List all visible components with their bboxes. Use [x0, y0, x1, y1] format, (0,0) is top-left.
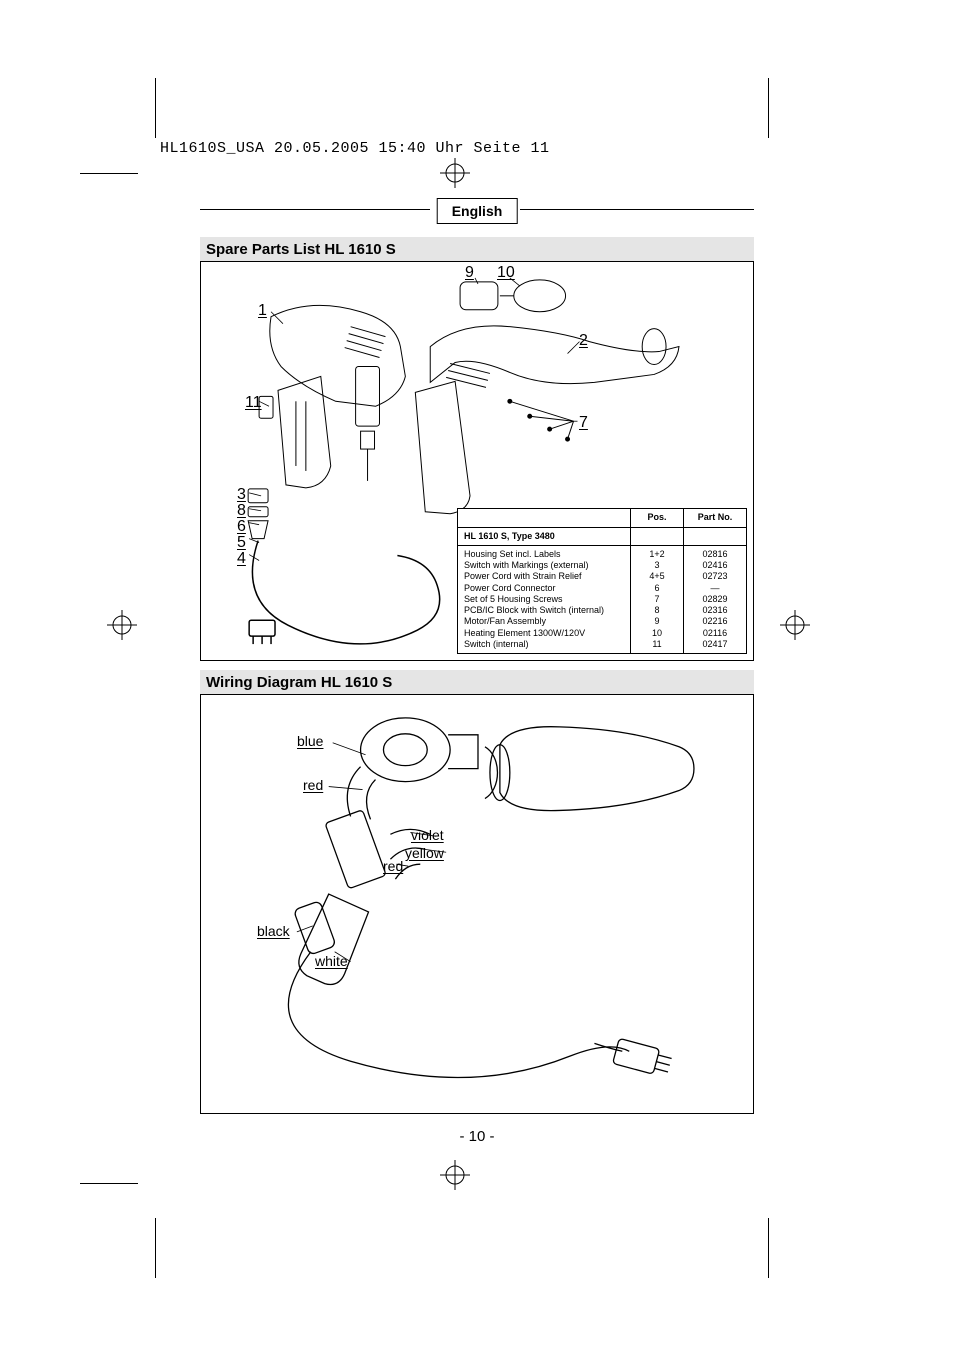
section-heading-spare-parts: Spare Parts List HL 1610 S [200, 237, 754, 262]
parts-table: Pos. Part No. HL 1610 S, Type 3480 Housi… [457, 508, 747, 654]
page: HL1610S_USA 20.05.2005 15:40 Uhr Seite 1… [0, 0, 954, 1351]
wire-label-red-2: red [383, 858, 403, 874]
callout-9: 9 [465, 264, 474, 282]
section-heading-wiring: Wiring Diagram HL 1610 S [200, 670, 754, 695]
wire-label-violet: violet [411, 827, 444, 843]
pos-cell: 1+234+567891011 [631, 545, 684, 653]
crop-mark [155, 1218, 156, 1278]
language-label: English [437, 198, 518, 224]
wiring-diagram-illustration [201, 695, 753, 1113]
desc-cell: Housing Set incl. LabelsSwitch with Mark… [458, 545, 631, 653]
part-cell: 028160241602723—028290231602216021160241… [684, 545, 747, 653]
crop-mark [155, 78, 156, 138]
page-number: - 10 - [459, 1128, 494, 1145]
crop-mark [80, 1183, 138, 1184]
callout-11: 11 [245, 394, 262, 412]
print-meta-header: HL1610S_USA 20.05.2005 15:40 Uhr Seite 1… [160, 140, 550, 157]
model-pos [631, 527, 684, 545]
model-part [684, 527, 747, 545]
crop-mark [80, 173, 138, 174]
wire-label-black: black [257, 923, 290, 939]
callout-4: 4 [237, 550, 246, 568]
col-header-partno: Part No. [684, 509, 747, 527]
callout-2: 2 [579, 332, 588, 350]
col-header-pos: Pos. [631, 509, 684, 527]
wire-label-yellow: yellow [405, 845, 444, 861]
wiring-diagram-box: blue red violet yellow red black white [200, 694, 754, 1114]
registration-mark [440, 158, 470, 188]
wire-label-blue: blue [297, 733, 323, 749]
registration-mark [780, 610, 810, 640]
wire-label-white: white [315, 953, 348, 969]
callout-10: 10 [497, 264, 515, 282]
callout-1: 1 [258, 302, 267, 320]
crop-mark [768, 78, 769, 138]
crop-mark [768, 1218, 769, 1278]
model-cell: HL 1610 S, Type 3480 [458, 527, 631, 545]
divider [200, 209, 430, 210]
divider [520, 209, 754, 210]
exploded-view-box: 1 9 10 2 7 11 3 8 6 5 4 Pos. Part No. HL… [200, 261, 754, 661]
table-data-row: Housing Set incl. LabelsSwitch with Mark… [458, 545, 747, 653]
wire-label-red-1: red [303, 777, 323, 793]
table-model-row: HL 1610 S, Type 3480 [458, 527, 747, 545]
registration-mark [440, 1160, 470, 1190]
callout-7: 7 [579, 414, 588, 432]
table-header-row: Pos. Part No. [458, 509, 747, 527]
registration-mark [107, 610, 137, 640]
col-header-blank [458, 509, 631, 527]
